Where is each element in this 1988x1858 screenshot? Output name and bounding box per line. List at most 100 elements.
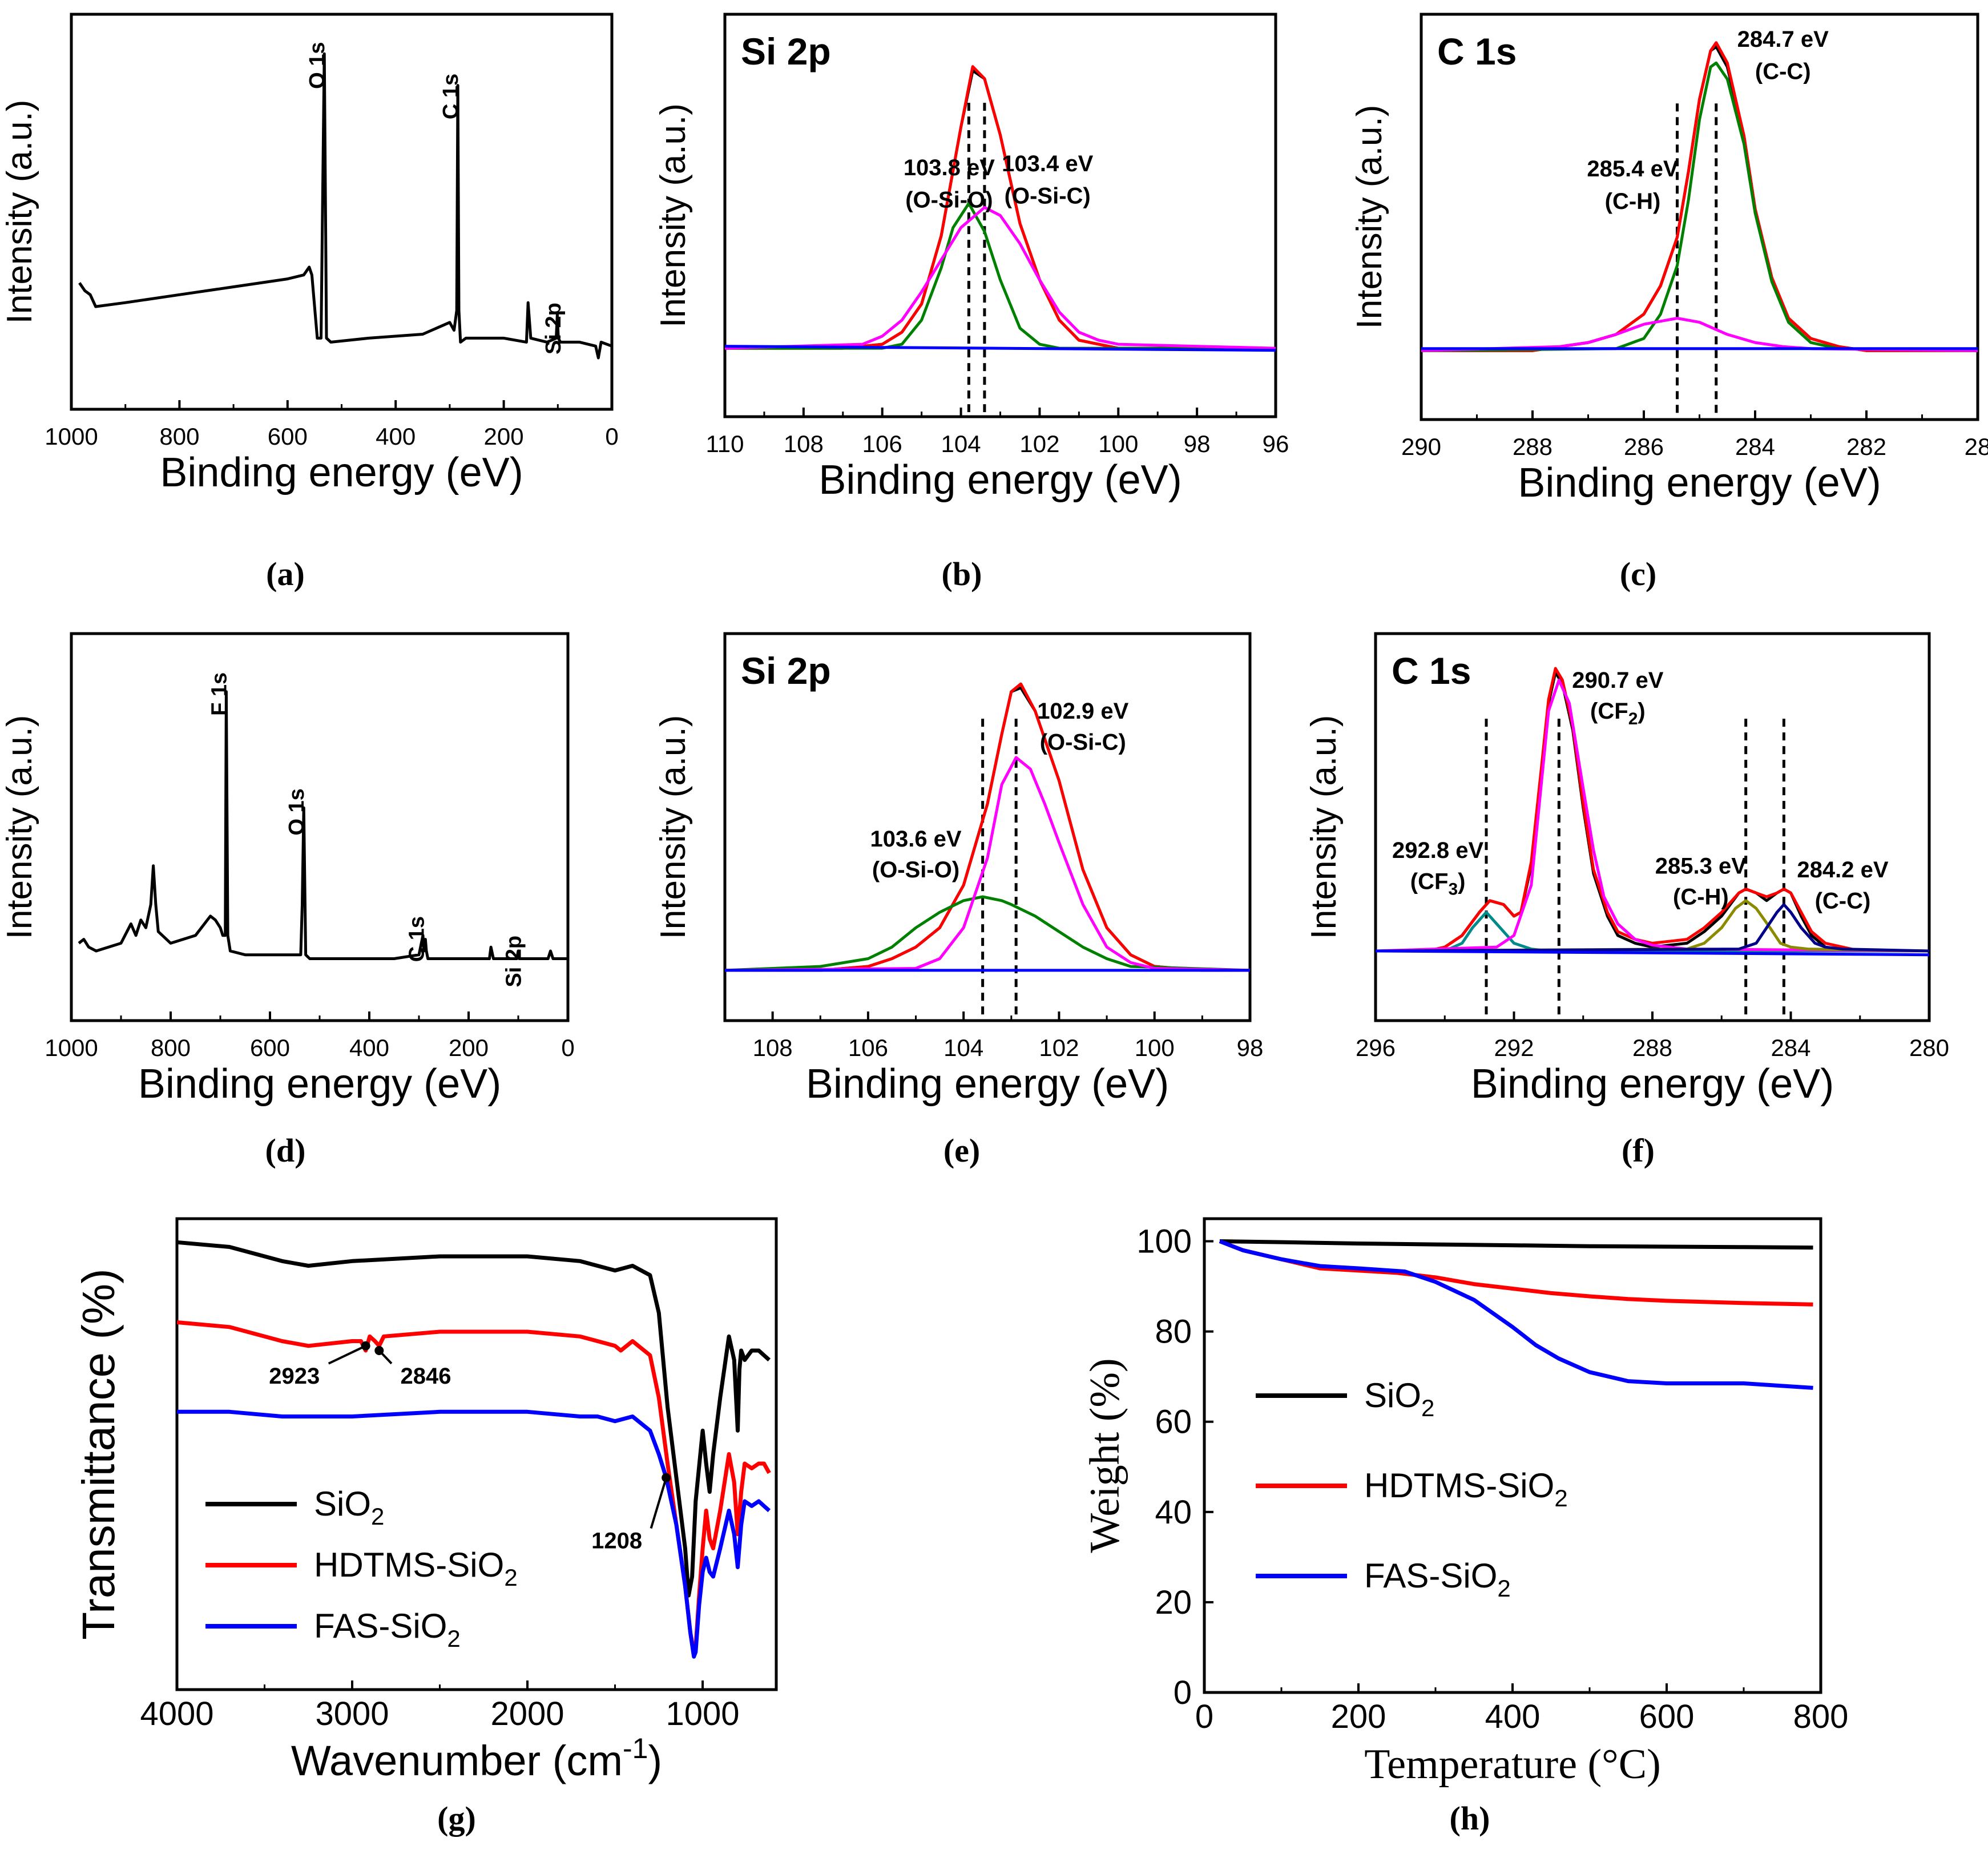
x-tick-label: 106 bbox=[848, 1034, 888, 1061]
x-axis-label-close: ) bbox=[648, 1737, 662, 1784]
legend-sub: 2 bbox=[371, 1503, 384, 1530]
x-axis-label: Binding energy (eV) bbox=[160, 450, 523, 495]
annotation-label: (C-H) bbox=[1605, 189, 1661, 214]
annotation-label: (O-Si-O) bbox=[872, 857, 959, 882]
annotation-label: 2923 bbox=[269, 1364, 320, 1389]
x-tick-label: 108 bbox=[753, 1034, 793, 1061]
x-tick-label: 1000 bbox=[666, 1695, 740, 1732]
plot-frame bbox=[70, 13, 614, 411]
series-envelope bbox=[1376, 667, 1929, 953]
annotation-label: 285.4 eV bbox=[1587, 156, 1678, 182]
panel-caption: (b) bbox=[942, 555, 982, 593]
legend-label: FAS-SiO2 bbox=[314, 1607, 461, 1652]
y-axis-label: Intensity (a.u.) bbox=[654, 715, 693, 940]
x-axis-label: Binding energy (eV) bbox=[818, 457, 1181, 503]
annotation-label: (O-Si-C) bbox=[1040, 730, 1126, 755]
x-tick-label: 288 bbox=[1632, 1034, 1672, 1061]
panel-title: C 1s bbox=[1437, 30, 1517, 72]
panel-caption: (h) bbox=[1450, 1800, 1490, 1837]
panel-caption: (g) bbox=[437, 1800, 476, 1837]
annotation-label: 103.4 eV bbox=[1002, 151, 1093, 176]
x-tick-label: 100 bbox=[1098, 430, 1138, 457]
series-cf2 bbox=[1375, 678, 1930, 953]
plot-frame bbox=[175, 1217, 778, 1691]
x-tick-label: 800 bbox=[1793, 1698, 1849, 1735]
x-tick-label: 106 bbox=[862, 430, 902, 457]
series-survey bbox=[78, 52, 612, 360]
y-axis-label: Intensity (a.u.) bbox=[654, 103, 693, 328]
legend-sub: 2 bbox=[1554, 1485, 1567, 1512]
plot-frame bbox=[723, 632, 1252, 1022]
y-tick-label: 0 bbox=[1174, 1674, 1192, 1711]
x-tick-label: 98 bbox=[1184, 430, 1211, 457]
x-tick-label: 200 bbox=[1331, 1698, 1386, 1735]
panel-f: 296 292 288 284 280 Binding energy (eV) Intens… bbox=[1304, 632, 1949, 1169]
x-tick-label: 100 bbox=[1135, 1034, 1175, 1061]
series-fas-sio2 bbox=[1219, 1239, 1813, 1390]
series-fas-sio2 bbox=[177, 1409, 771, 1659]
annotation-label: (C-C) bbox=[1815, 888, 1871, 913]
panel-caption: (e) bbox=[943, 1132, 980, 1169]
x-tick-label: 288 bbox=[1513, 433, 1553, 460]
x-axis-label: Wavenumber (cm-1) bbox=[291, 1732, 662, 1784]
x-tick-label: 98 bbox=[1237, 1034, 1264, 1061]
panel-caption: (c) bbox=[1620, 555, 1656, 593]
annotation-arrowhead bbox=[374, 1346, 384, 1355]
series-o-si-c bbox=[724, 205, 1276, 350]
series-hdtms-sio2 bbox=[176, 1320, 771, 1654]
x-tick-label: 108 bbox=[784, 430, 824, 457]
annotation-arrowhead bbox=[361, 1341, 370, 1351]
y-tick-label: 100 bbox=[1136, 1223, 1192, 1260]
x-tick-label: 296 bbox=[1356, 1034, 1396, 1061]
y-tick-label: 80 bbox=[1155, 1313, 1192, 1351]
annotation-close: ) bbox=[1458, 869, 1465, 894]
y-axis-label: Transmittance (%) bbox=[73, 1268, 124, 1640]
annotation-label: (CF2) bbox=[1590, 699, 1646, 728]
x-tick-label: 1000 bbox=[45, 1034, 98, 1061]
x-tick-label: 200 bbox=[449, 1034, 489, 1061]
annotation-arrow bbox=[328, 1344, 366, 1365]
legend-sub: 2 bbox=[504, 1564, 517, 1591]
annotation-label: 285.3 eV bbox=[1655, 853, 1747, 878]
legend-label: HDTMS-SiO2 bbox=[1364, 1466, 1568, 1512]
annotation-arrow bbox=[650, 1477, 668, 1529]
annotation-label: 284.7 eV bbox=[1737, 27, 1829, 52]
x-tick-label: 0 bbox=[1195, 1698, 1213, 1735]
series-measured bbox=[1421, 45, 1978, 352]
x-tick-label: 104 bbox=[941, 430, 981, 457]
y-axis-label: Intensity (a.u.) bbox=[0, 100, 39, 324]
x-axis-label: Binding energy (eV) bbox=[1471, 1061, 1834, 1107]
x-tick-label: 1000 bbox=[45, 423, 98, 450]
annotation-label: (C-H) bbox=[1673, 885, 1729, 910]
series-o-si-o bbox=[724, 895, 1251, 972]
annotation-label: 292.8 eV bbox=[1392, 838, 1483, 863]
panel-caption: (d) bbox=[265, 1132, 306, 1169]
x-tick-label: 2000 bbox=[491, 1695, 564, 1732]
plot-frame bbox=[70, 632, 570, 1022]
x-tick-label: 800 bbox=[151, 1034, 191, 1061]
panel-a: 1000 800 600 400 200 0 Binding energy (eV) Inte… bbox=[0, 13, 619, 593]
y-tick-label: 60 bbox=[1155, 1404, 1192, 1441]
annotation-label: Si 2p bbox=[542, 303, 566, 354]
x-tick-label: 110 bbox=[706, 430, 744, 457]
x-tick-label: 290 bbox=[1401, 433, 1441, 460]
x-axis-label-sup: -1 bbox=[623, 1732, 648, 1764]
annotation-label: Si 2p bbox=[502, 936, 526, 988]
y-axis-label: Intensity (a.u.) bbox=[1350, 105, 1389, 329]
series-o-si-c bbox=[724, 756, 1251, 972]
panel-c: 290 288 286 284 282 28 Binding energy (eV) Inte… bbox=[1350, 13, 1988, 593]
legend-label: SiO2 bbox=[1364, 1376, 1434, 1421]
x-tick-label: 4000 bbox=[140, 1695, 213, 1732]
annotation-label: (C-C) bbox=[1755, 59, 1811, 84]
series-envelope bbox=[725, 682, 1250, 972]
x-tick-label: 0 bbox=[605, 423, 618, 450]
annotation-label: 284.2 eV bbox=[1797, 857, 1888, 882]
panel-caption: (a) bbox=[266, 555, 305, 593]
series-c-h bbox=[1421, 317, 1978, 352]
series-measured bbox=[725, 69, 1276, 350]
annotation-label: 103.8 eV bbox=[904, 155, 995, 180]
series-hdtms-sio2 bbox=[1219, 1239, 1813, 1307]
series-baseline bbox=[724, 345, 1276, 352]
x-tick-label: 96 bbox=[1263, 430, 1289, 457]
